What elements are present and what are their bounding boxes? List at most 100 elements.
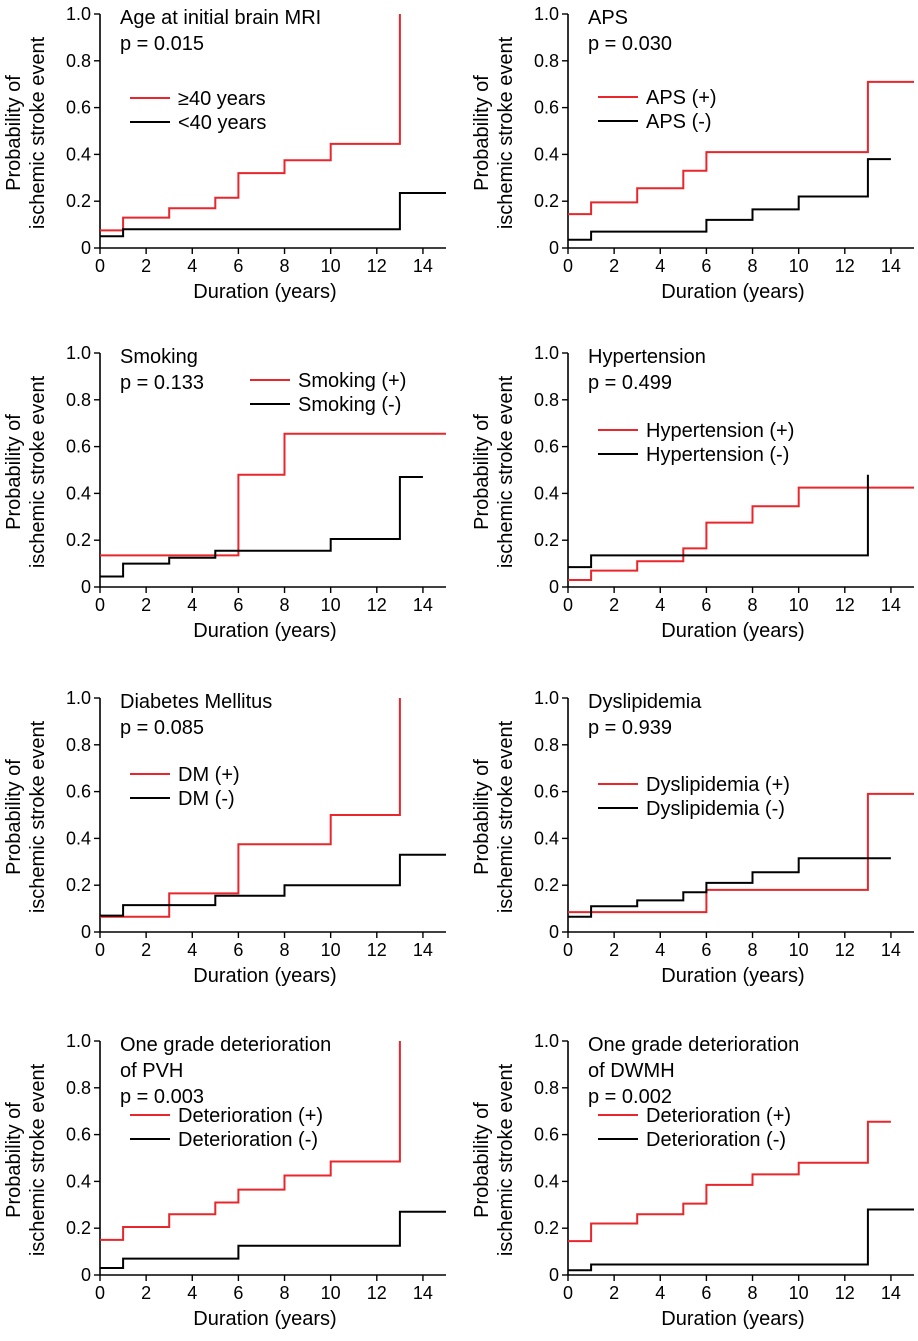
series-line-negative bbox=[100, 192, 446, 238]
legend-label: Smoking (+) bbox=[298, 370, 406, 392]
x-tick-label: 4 bbox=[187, 1283, 197, 1303]
x-tick-label: 2 bbox=[141, 595, 151, 615]
x-tick-label: 6 bbox=[701, 256, 711, 276]
x-tick-label: 12 bbox=[367, 256, 387, 276]
y-tick-label: 1.0 bbox=[66, 4, 91, 24]
x-axis-title: Duration (years) bbox=[193, 281, 336, 303]
series-line-positive bbox=[568, 1120, 891, 1243]
x-axis-title: Duration (years) bbox=[661, 620, 804, 642]
y-tick-label: 0 bbox=[81, 238, 91, 258]
y-tick-label: 0.6 bbox=[66, 782, 91, 802]
legend-label: <40 years bbox=[178, 112, 266, 134]
series-line-positive bbox=[568, 486, 914, 581]
legend-label: Deterioration (+) bbox=[646, 1105, 791, 1127]
x-tick-label: 8 bbox=[280, 256, 290, 276]
p-value-label: p = 0.003 bbox=[120, 1086, 204, 1108]
y-tick-label: 0.2 bbox=[66, 1218, 91, 1238]
panel-title: of PVH bbox=[120, 1060, 183, 1082]
x-tick-label: 4 bbox=[187, 595, 197, 615]
legend-label: Deterioration (+) bbox=[178, 1105, 323, 1127]
y-axis-title: Probability of ischemic stroke event bbox=[471, 1063, 517, 1256]
y-axis-title-line: ischemic stroke event bbox=[27, 375, 49, 568]
legend-label: ≥40 years bbox=[178, 88, 266, 110]
p-value-label: p = 0.133 bbox=[120, 372, 204, 394]
p-value-label: p = 0.499 bbox=[588, 372, 672, 394]
panel-title: Diabetes Mellitus bbox=[120, 691, 272, 713]
x-axis-title: Duration (years) bbox=[193, 620, 336, 642]
y-axis-title-line: ischemic stroke event bbox=[27, 720, 49, 913]
x-tick-label: 2 bbox=[609, 256, 619, 276]
y-tick-label: 0.6 bbox=[534, 437, 559, 457]
y-tick-label: 0.8 bbox=[534, 390, 559, 410]
legend-label: Dyslipidemia (+) bbox=[646, 774, 790, 796]
y-tick-label: 0 bbox=[81, 1265, 91, 1285]
x-tick-label: 12 bbox=[367, 1283, 387, 1303]
y-axis-title-line: Probability of bbox=[3, 759, 25, 875]
y-axis-title-line: Probability of bbox=[471, 75, 493, 191]
x-tick-label: 4 bbox=[187, 256, 197, 276]
y-tick-label: 0.2 bbox=[534, 530, 559, 550]
y-tick-label: 0 bbox=[549, 577, 559, 597]
y-tick-label: 0 bbox=[549, 922, 559, 942]
y-axis-title: Probability of ischemic stroke event bbox=[3, 36, 49, 229]
x-axis-title: Duration (years) bbox=[193, 965, 336, 987]
y-axis-title: Probability of ischemic stroke event bbox=[3, 720, 49, 913]
y-tick-label: 0.4 bbox=[534, 1171, 559, 1191]
y-tick-label: 0.4 bbox=[534, 828, 559, 848]
y-tick-label: 0.6 bbox=[66, 98, 91, 118]
x-tick-label: 10 bbox=[321, 1283, 341, 1303]
x-tick-label: 2 bbox=[609, 940, 619, 960]
x-tick-label: 8 bbox=[748, 940, 758, 960]
p-value-label: p = 0.939 bbox=[588, 717, 672, 739]
y-axis-title: Probability of ischemic stroke event bbox=[471, 375, 517, 568]
y-tick-label: 0.6 bbox=[534, 1125, 559, 1145]
series-line-negative bbox=[100, 476, 423, 578]
x-tick-label: 8 bbox=[280, 940, 290, 960]
x-tick-label: 6 bbox=[701, 940, 711, 960]
y-tick-label: 0.4 bbox=[66, 483, 91, 503]
x-tick-label: 8 bbox=[748, 595, 758, 615]
x-tick-label: 10 bbox=[789, 595, 809, 615]
chart-panel-2: 0 2 4 6 8 10 12 14 0 0.2 0.4 0.6 0.8 1.0 Duration (yea… bbox=[471, 4, 914, 303]
series-line-negative bbox=[568, 1208, 914, 1272]
x-tick-label: 10 bbox=[321, 256, 341, 276]
y-tick-label: 1.0 bbox=[534, 1031, 559, 1051]
x-tick-label: 14 bbox=[881, 256, 901, 276]
x-tick-label: 0 bbox=[95, 1283, 105, 1303]
y-tick-label: 0.6 bbox=[66, 1125, 91, 1145]
y-tick-label: 0.8 bbox=[66, 1078, 91, 1098]
legend-label: APS (-) bbox=[646, 111, 712, 133]
panel-title: Dyslipidemia bbox=[588, 691, 702, 713]
x-tick-label: 14 bbox=[413, 256, 433, 276]
p-value-label: p = 0.015 bbox=[120, 33, 204, 55]
y-tick-label: 0.2 bbox=[534, 875, 559, 895]
x-tick-label: 10 bbox=[321, 940, 341, 960]
chart-panel-8: 0 2 4 6 8 10 12 14 0 0.2 0.4 0.6 0.8 1.0 Duration (yea… bbox=[471, 1031, 914, 1330]
x-tick-label: 6 bbox=[233, 1283, 243, 1303]
x-tick-label: 14 bbox=[881, 940, 901, 960]
y-tick-label: 0.8 bbox=[534, 1078, 559, 1098]
x-tick-label: 14 bbox=[413, 595, 433, 615]
series-line-positive bbox=[100, 14, 401, 232]
x-tick-label: 12 bbox=[835, 940, 855, 960]
x-tick-label: 12 bbox=[367, 595, 387, 615]
x-tick-label: 6 bbox=[233, 595, 243, 615]
x-axis-title: Duration (years) bbox=[661, 281, 804, 303]
x-tick-label: 2 bbox=[609, 1283, 619, 1303]
y-tick-label: 0.8 bbox=[534, 51, 559, 71]
y-axis-title-line: ischemic stroke event bbox=[495, 720, 517, 913]
series-line-negative bbox=[568, 474, 869, 569]
y-axis-title-line: Probability of bbox=[471, 759, 493, 875]
y-tick-label: 0.8 bbox=[66, 51, 91, 71]
y-axis-title-line: ischemic stroke event bbox=[27, 1063, 49, 1256]
y-tick-label: 0.4 bbox=[534, 144, 559, 164]
y-axis-title-line: ischemic stroke event bbox=[27, 36, 49, 229]
x-tick-label: 12 bbox=[835, 595, 855, 615]
series-line-negative bbox=[568, 857, 891, 918]
y-axis-title-line: ischemic stroke event bbox=[495, 375, 517, 568]
legend-label: Deterioration (-) bbox=[646, 1129, 786, 1151]
x-tick-label: 14 bbox=[881, 1283, 901, 1303]
x-tick-label: 0 bbox=[563, 256, 573, 276]
y-tick-label: 0.2 bbox=[534, 191, 559, 211]
legend-label: Dyslipidemia (-) bbox=[646, 798, 785, 820]
